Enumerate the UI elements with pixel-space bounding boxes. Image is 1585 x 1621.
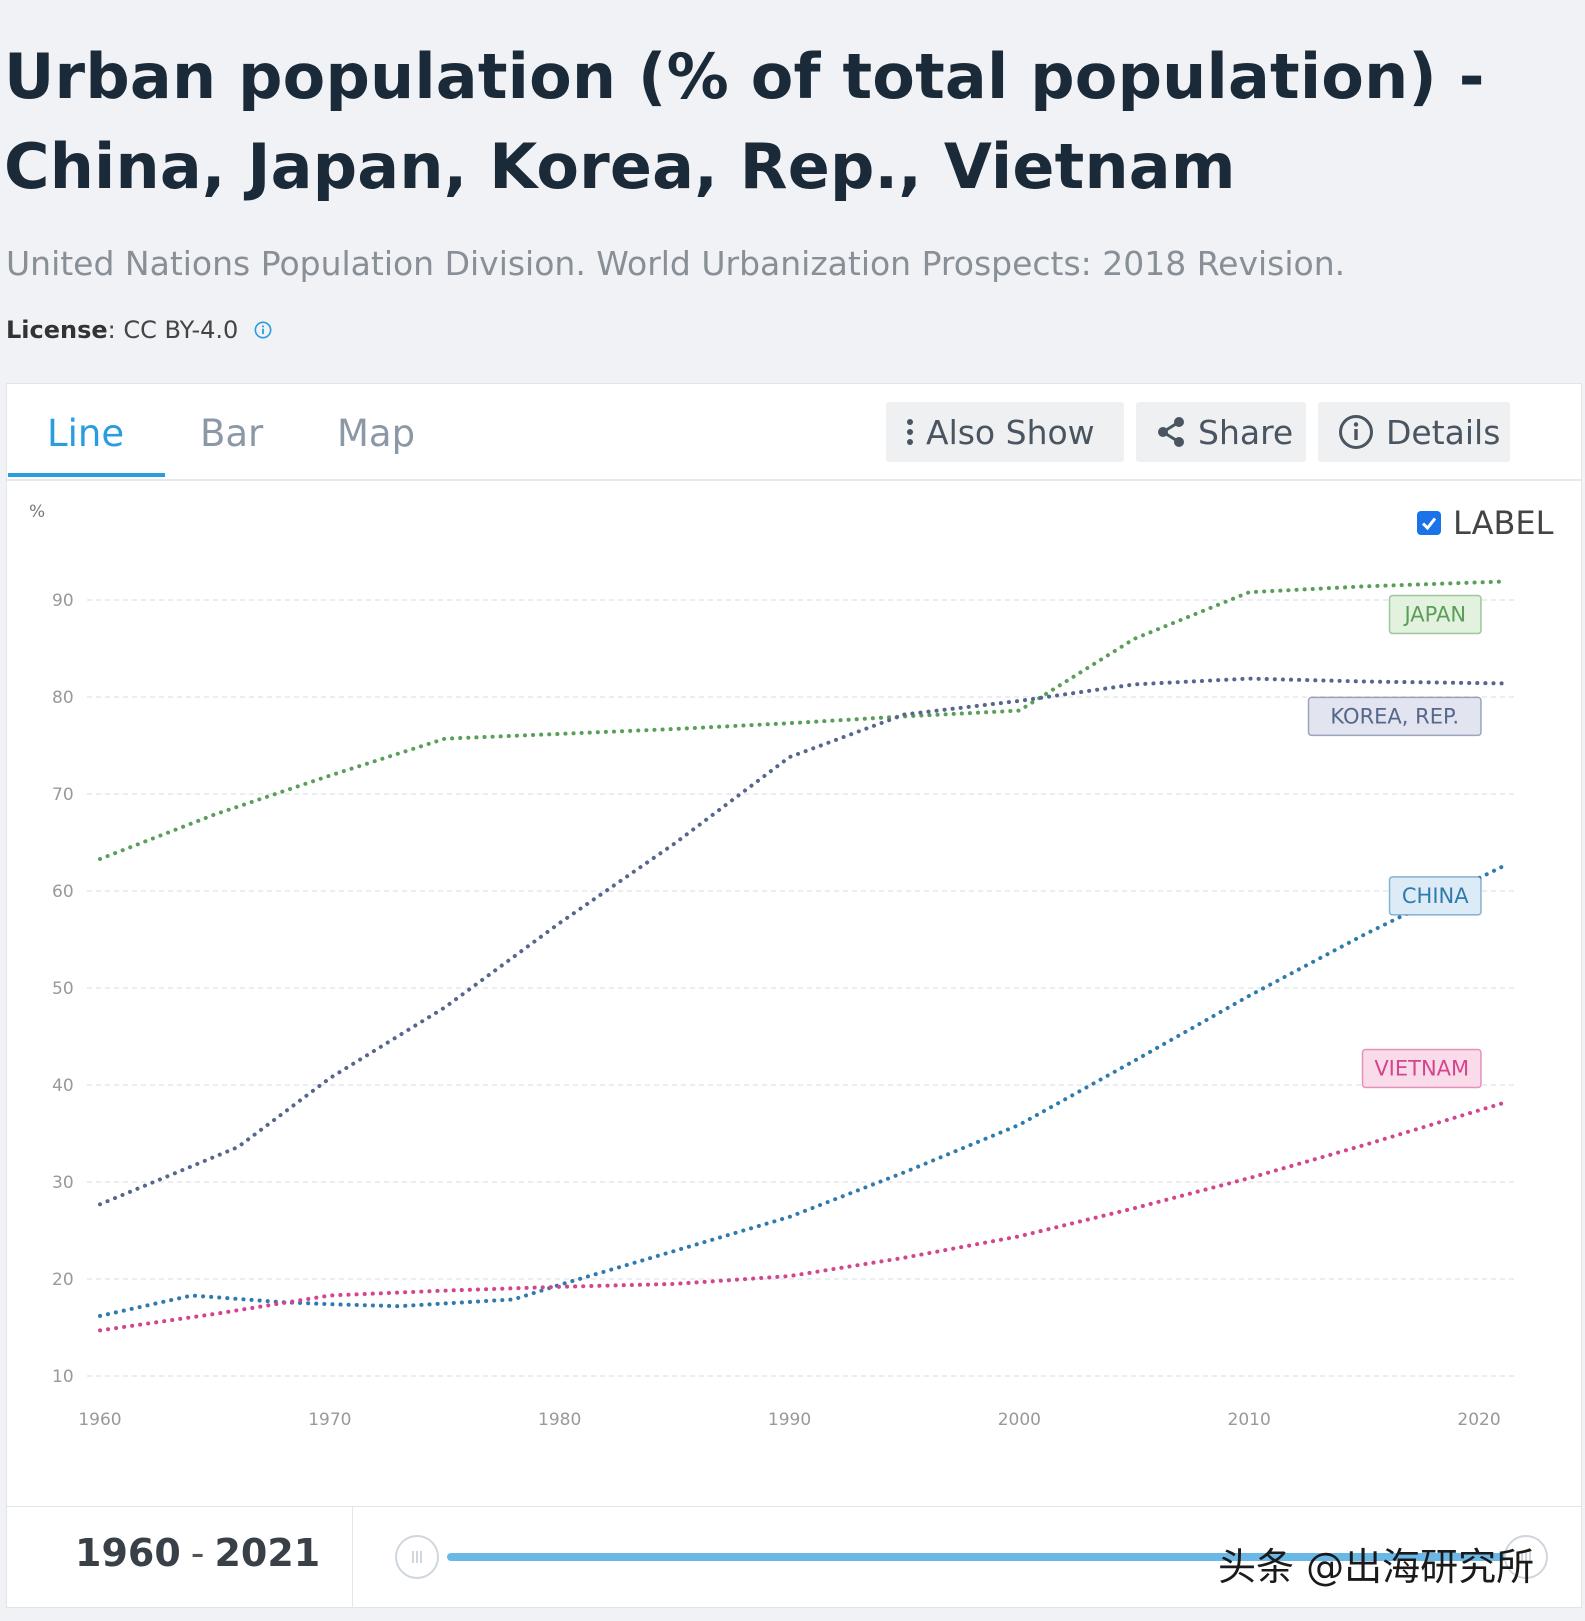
slider-handle-start[interactable] [395, 1535, 439, 1579]
x-tick-label: 1960 [78, 1410, 121, 1430]
page-title: Urban population (% of total population)… [4, 40, 1485, 203]
label-checkbox[interactable] [1417, 511, 1441, 535]
tab-map[interactable]: Map [337, 412, 416, 455]
line-chart: % 10 20 30 40 50 60 70 80 90 1960 1970 1980 1990 2000 2… [29, 502, 1515, 1430]
y-axis-unit-label: % [29, 502, 45, 522]
x-tick-label: 2020 [1457, 1410, 1500, 1430]
y-tick-label: 90 [52, 591, 74, 611]
year-slider-track[interactable] [447, 1553, 1527, 1561]
label-toggle-text: LABEL [1453, 504, 1554, 542]
series-label-box [1361, 1048, 1482, 1089]
y-tick-label: 30 [52, 1173, 74, 1193]
tab-line[interactable]: Line [47, 412, 125, 455]
chart-tabs: Line Bar Map Also Show Share Details [7, 384, 1581, 481]
grip-icon [1521, 1551, 1531, 1563]
range-start: 1960 [75, 1531, 181, 1575]
grip-icon [412, 1551, 422, 1563]
series-label-box [1307, 696, 1482, 737]
y-tick-label: 20 [52, 1270, 74, 1290]
y-tick-label: 80 [52, 688, 74, 708]
y-tick-label: 10 [52, 1367, 74, 1387]
tab-bar[interactable]: Bar [200, 412, 264, 455]
series-line-korea-rep [98, 676, 1504, 1207]
also-show-label: Also Show [926, 412, 1095, 452]
slider-handle-end[interactable] [1504, 1535, 1548, 1579]
range-end: 2021 [214, 1531, 321, 1575]
chart-panel: Line Bar Map Also Show Share Details [6, 383, 1582, 1508]
license-value: : CC BY-4.0 [107, 316, 239, 344]
label-toggle[interactable]: LABEL [1417, 504, 1553, 542]
y-tick-label: 70 [52, 785, 74, 805]
time-range-footer: 1960 - 2021 [6, 1506, 1582, 1608]
series-line-vietnam [98, 1101, 1504, 1333]
watermark: 头条 @出海研究所 [1218, 1545, 1535, 1589]
share-label: Share [1198, 412, 1294, 452]
year-range: 1960 - 2021 [75, 1531, 320, 1575]
series-line-japan [98, 579, 1504, 861]
series-label: JAPAN [1402, 603, 1466, 627]
info-circle-icon [1339, 415, 1373, 449]
x-tick-label: 1970 [308, 1410, 351, 1430]
series-line-china [98, 864, 1504, 1318]
source-text: United Nations Population Division. Worl… [6, 244, 1346, 283]
series-label: VIETNAM [1374, 1057, 1469, 1081]
license-label: License [6, 316, 108, 344]
series-label-box [1388, 876, 1482, 916]
also-show-button[interactable]: Also Show [886, 402, 1124, 462]
license-line: License : CC BY-4.0 [6, 316, 272, 344]
info-icon[interactable] [254, 321, 272, 339]
y-tick-label: 60 [52, 882, 74, 902]
series-label-box [1388, 594, 1482, 635]
x-tick-label: 1980 [538, 1410, 581, 1430]
x-tick-label: 2010 [1228, 1410, 1271, 1430]
details-label: Details [1386, 412, 1501, 452]
share-button[interactable]: Share [1136, 402, 1306, 462]
checkmark-icon [1421, 517, 1437, 531]
y-tick-label: 40 [52, 1076, 74, 1096]
x-tick-label: 1990 [768, 1410, 811, 1430]
x-tick-label: 2000 [998, 1410, 1041, 1430]
active-tab-indicator [8, 473, 165, 477]
y-tick-label: 50 [52, 979, 74, 999]
more-vertical-icon [907, 419, 913, 445]
series-label: CHINA [1402, 884, 1469, 908]
share-icon [1158, 417, 1184, 447]
series-label: KOREA, REP. [1330, 704, 1459, 728]
footer-divider [352, 1507, 353, 1607]
range-dash: - [190, 1531, 205, 1575]
details-button[interactable]: Details [1318, 402, 1510, 462]
